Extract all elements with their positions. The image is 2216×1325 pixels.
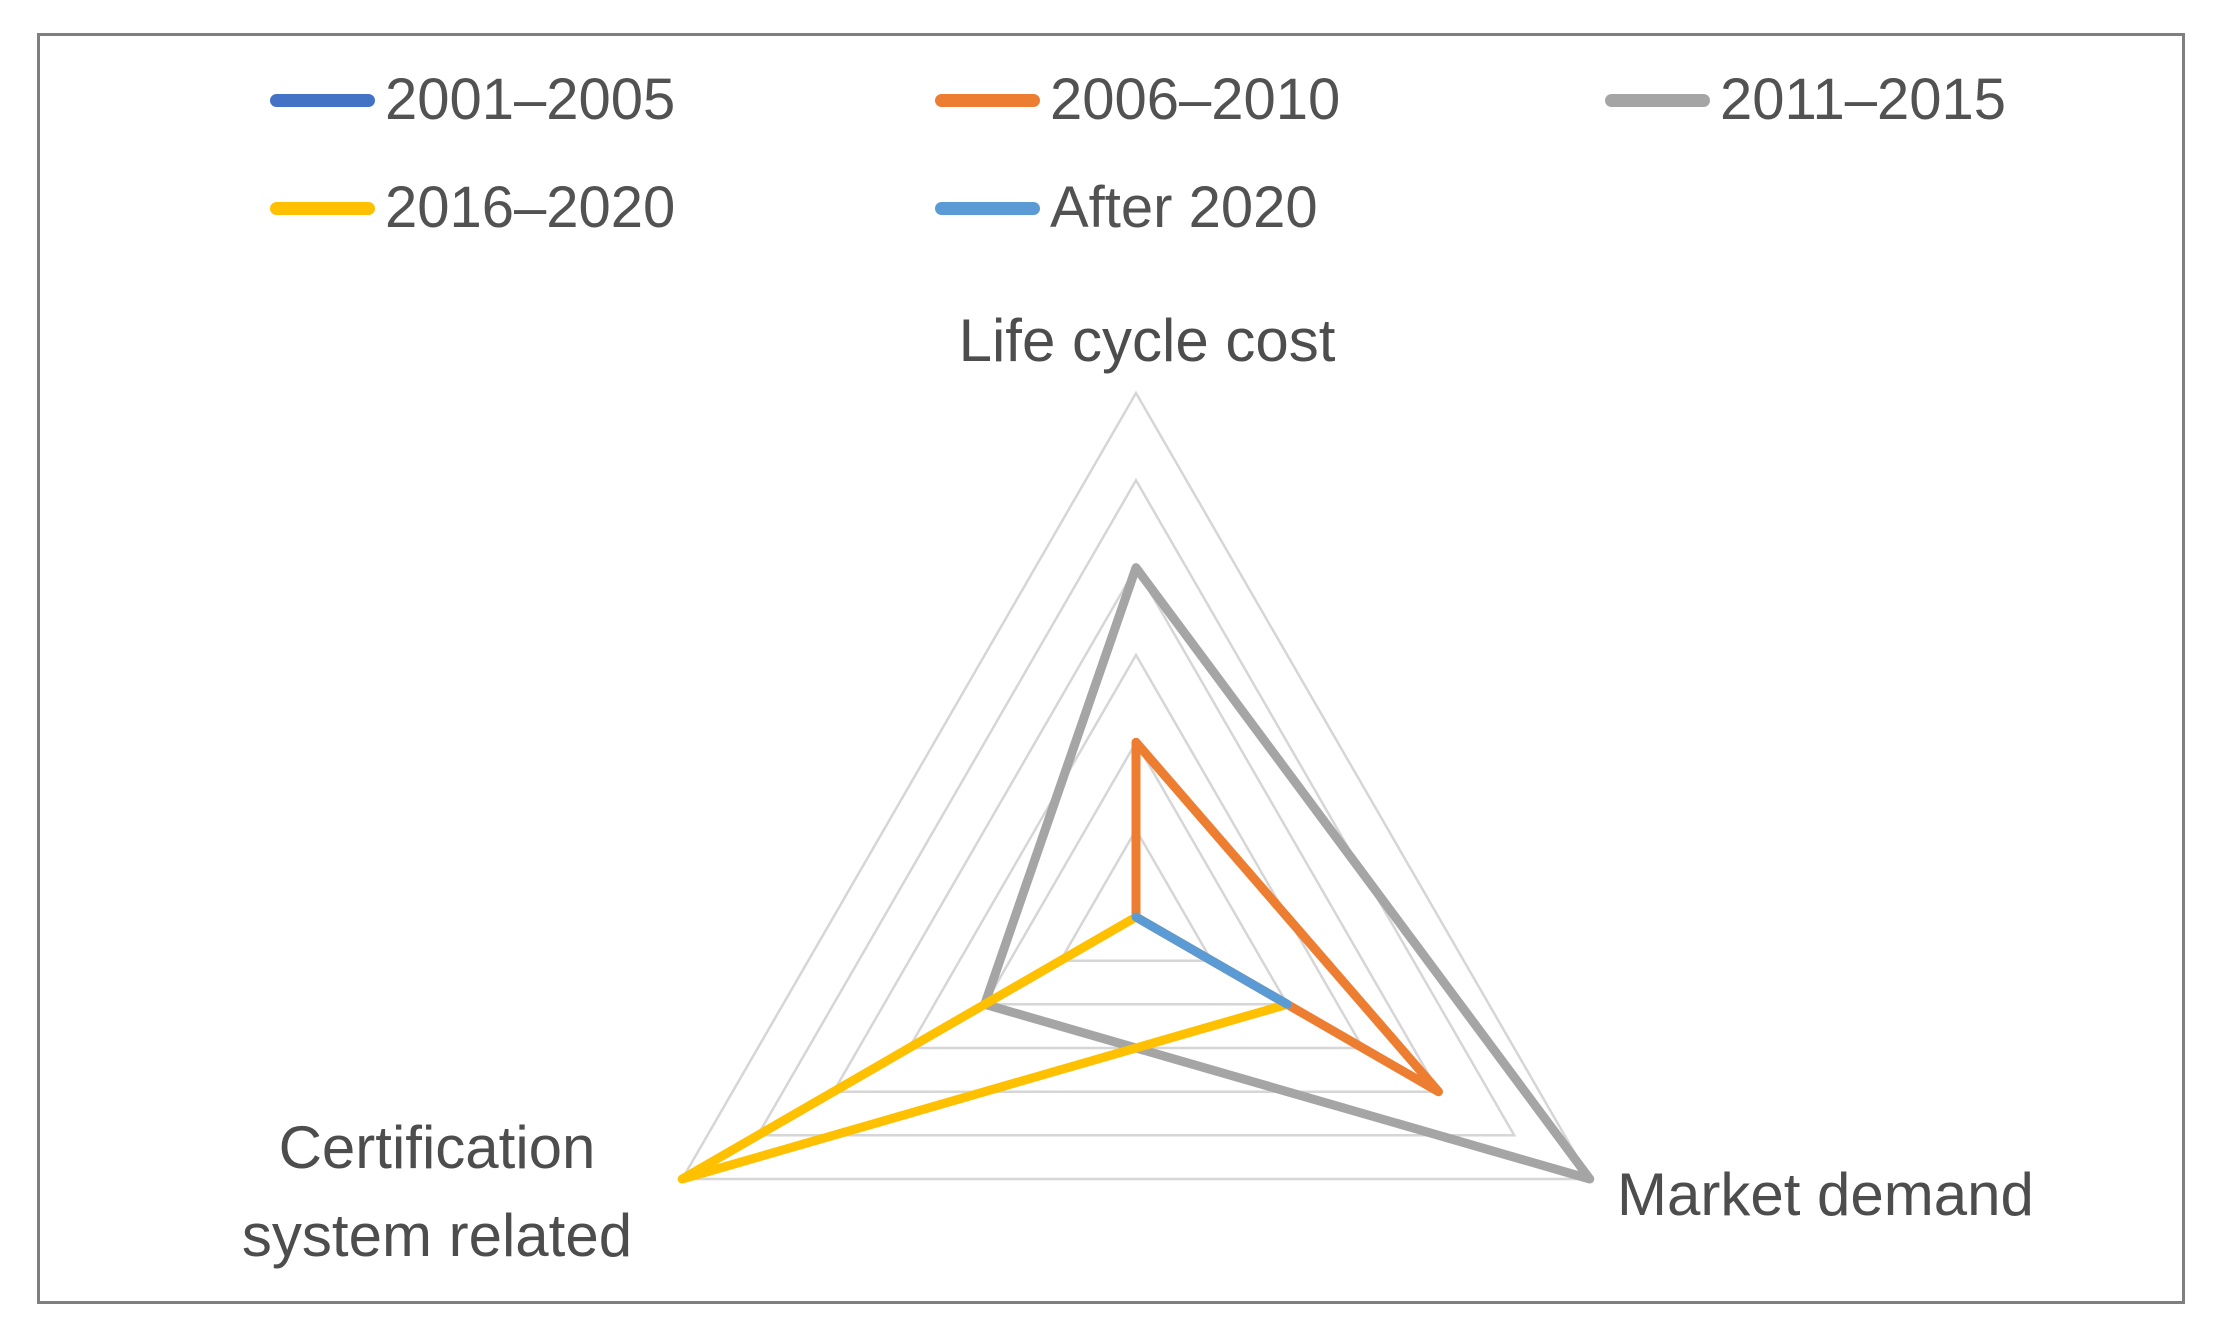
legend-swatch-2016-2020	[270, 201, 375, 215]
gridline-ring-6	[680, 390, 1592, 1181]
gridline-ring-4	[831, 565, 1441, 1093]
legend-label: 2011–2015	[1720, 67, 2007, 132]
legend-swatch-2011-2015	[1605, 93, 1710, 107]
axis-label-line-2: system related	[241, 1202, 633, 1269]
legend-item-2011-2015: 2011–2015	[1605, 67, 2007, 132]
legend-label: 2006–2010	[1050, 67, 1341, 132]
gridline-ring-2	[982, 739, 1290, 1006]
series-line-after-2020	[1131, 912, 1292, 1009]
legend-label: After 2020	[1050, 175, 1318, 240]
legend-item-2001-2005: 2001–2005	[270, 67, 676, 132]
legend-label: 2001–2005	[385, 67, 676, 132]
legend-item-2006-2010: 2006–2010	[935, 67, 1341, 132]
gridline-ring-1	[1058, 827, 1214, 962]
legend-item-2016-2020: 2016–2020	[270, 175, 676, 240]
legend-label: 2016–2020	[385, 175, 676, 240]
axis-label-market-demand: Market demand	[1617, 1161, 2034, 1228]
legend-item-after-2020: After 2020	[935, 175, 1318, 240]
axis-label-certification-system-related: Certification system related	[157, 1104, 717, 1280]
legend-swatch-2001-2005	[270, 93, 375, 107]
legend-swatch-after-2020	[935, 201, 1040, 215]
legend-swatch-2006-2010	[935, 93, 1040, 107]
gridline-ring-5	[755, 477, 1517, 1137]
series-line-2011-2015	[980, 563, 1595, 1184]
axis-label-line-1: Certification	[278, 1114, 596, 1181]
axis-label-life-cycle-cost: Life cycle cost	[958, 307, 1336, 374]
